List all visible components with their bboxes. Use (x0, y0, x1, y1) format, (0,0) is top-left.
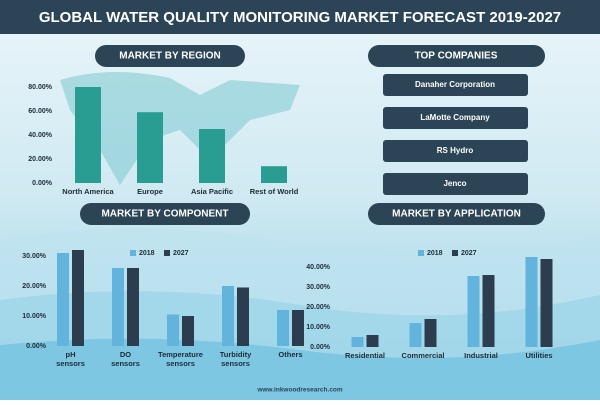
chart-title: MARKET BY APPLICATION (392, 209, 521, 220)
bar (277, 310, 289, 346)
y-tick-label: 60.00% (28, 108, 53, 115)
y-tick-label: 0.00% (26, 343, 47, 350)
x-tick-label: Industrial (464, 351, 498, 360)
chart-title: MARKET BY REGION (119, 51, 221, 62)
x-tick-label: Europe (137, 187, 163, 196)
bar (182, 316, 194, 346)
bar (237, 287, 249, 346)
y-tick-label: 20.00% (306, 304, 331, 311)
header-pill (80, 203, 250, 225)
bar (72, 250, 84, 346)
bar (525, 257, 538, 347)
bar (222, 286, 234, 346)
company-name: RS Hydro (437, 146, 474, 155)
company-box (383, 140, 528, 162)
x-tick-label: Turbidity sensors (220, 350, 252, 368)
y-tick-label: 0.00% (310, 344, 331, 351)
bar (467, 276, 480, 347)
bar (167, 314, 179, 346)
chart-title: MARKET BY COMPONENT (101, 209, 228, 220)
world-map (60, 71, 300, 185)
x-tick-label: Utilities (525, 351, 552, 360)
company-name: Jenco (443, 179, 466, 188)
header-pill (368, 45, 545, 67)
bar (137, 112, 163, 183)
legend-swatch (164, 250, 170, 256)
bar (75, 87, 101, 183)
company-box (383, 107, 528, 129)
page-title: GLOBAL WATER QUALITY MONITORING MARKET F… (39, 9, 561, 26)
wave (0, 338, 600, 400)
y-tick-label: 40.00% (28, 132, 53, 139)
y-tick-label: 10.00% (306, 324, 331, 331)
y-tick-label: 10.00% (22, 313, 47, 320)
y-tick-label: 30.00% (22, 253, 47, 260)
y-tick-label: 20.00% (22, 283, 47, 290)
bar (261, 166, 287, 183)
company-box (383, 74, 528, 96)
x-tick-label: Temperature sensors (158, 350, 203, 368)
company-box (383, 173, 528, 195)
header-band (0, 0, 600, 34)
bar (351, 337, 364, 347)
companies-heading: TOP COMPANIES (415, 51, 498, 62)
legend-label: 2027 (173, 250, 189, 257)
legend-swatch (418, 250, 424, 256)
bar (366, 335, 379, 347)
bar (424, 319, 437, 347)
y-tick-label: 0.00% (32, 180, 53, 187)
x-tick-label: Rest of World (250, 187, 299, 196)
x-tick-label: North America (62, 187, 114, 196)
source: www.inkwoodresearch.com (256, 387, 343, 394)
bar (199, 129, 225, 183)
company-name: Danaher Corporation (415, 80, 495, 89)
y-tick-label: 80.00% (28, 84, 53, 91)
x-tick-label: Asia Pacific (191, 187, 233, 196)
bar (540, 259, 553, 347)
legend-label: 2027 (461, 250, 477, 257)
y-tick-label: 30.00% (306, 284, 331, 291)
bar (409, 323, 422, 347)
bar (292, 310, 304, 346)
x-tick-label: Residential (345, 351, 385, 360)
bar (112, 268, 124, 346)
header-pill (95, 45, 245, 67)
y-tick-label: 20.00% (28, 156, 53, 163)
header-pill (368, 203, 545, 225)
company-name: LaMotte Company (420, 113, 490, 122)
legend-label: 2018 (427, 250, 443, 257)
legend-label: 2018 (139, 250, 155, 257)
x-tick-label: Others (278, 350, 302, 359)
bar (57, 253, 69, 346)
x-tick-label: pH sensors (56, 350, 85, 368)
bar (127, 268, 139, 346)
legend-swatch (130, 250, 136, 256)
x-tick-label: Commercial (402, 351, 445, 360)
bar (482, 275, 495, 347)
y-tick-label: 40.00% (306, 264, 331, 271)
x-tick-label: DO sensors (111, 350, 140, 368)
legend-swatch (452, 250, 458, 256)
